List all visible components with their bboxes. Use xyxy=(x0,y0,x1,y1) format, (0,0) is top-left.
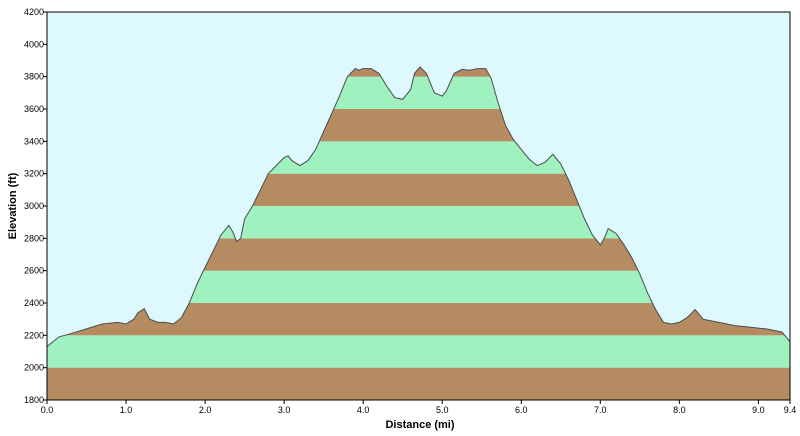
y-tick-label: 3200 xyxy=(24,169,44,179)
x-tick-label: 0.0 xyxy=(41,405,54,415)
elevation-profile-line xyxy=(47,66,790,347)
x-tick-label: 9.4 xyxy=(784,405,797,415)
x-tick-label: 7.0 xyxy=(594,405,607,415)
y-tick-label: 2800 xyxy=(24,233,44,243)
plot-area xyxy=(47,12,790,400)
elevation-band xyxy=(47,367,790,400)
x-tick-label: 8.0 xyxy=(673,405,686,415)
y-tick-label: 1800 xyxy=(24,395,44,405)
x-tick-label: 3.0 xyxy=(278,405,291,415)
y-tick-label: 2200 xyxy=(24,330,44,340)
x-axis: 0.0 1.0 2.0 3.0 4.0 5.0 6.0 7.0 8.0 9.0 9.4 xyxy=(41,400,797,415)
y-tick-label: 2400 xyxy=(24,298,44,308)
y-axis-title: Elevation (ft) xyxy=(7,172,19,239)
y-axis: 1800 2000 2200 2400 2600 2800 3000 3200 3400 3600… xyxy=(24,7,47,405)
x-tick-label: 9.0 xyxy=(752,405,765,415)
y-tick-label: 2000 xyxy=(24,363,44,373)
y-tick-label: 4000 xyxy=(24,39,44,49)
x-tick-label: 4.0 xyxy=(357,405,370,415)
y-tick-label: 3000 xyxy=(24,201,44,211)
y-tick-label: 3800 xyxy=(24,72,44,82)
y-tick-label: 4200 xyxy=(24,7,44,17)
elevation-band xyxy=(47,67,790,77)
x-tick-label: 5.0 xyxy=(436,405,449,415)
x-tick-label: 2.0 xyxy=(199,405,212,415)
x-tick-label: 6.0 xyxy=(515,405,528,415)
x-tick-label: 1.0 xyxy=(120,405,133,415)
y-tick-label: 2600 xyxy=(24,266,44,276)
x-axis-title: Distance (mi) xyxy=(385,419,454,431)
elevation-band xyxy=(47,335,790,368)
y-tick-label: 3600 xyxy=(24,104,44,114)
y-tick-label: 3400 xyxy=(24,136,44,146)
